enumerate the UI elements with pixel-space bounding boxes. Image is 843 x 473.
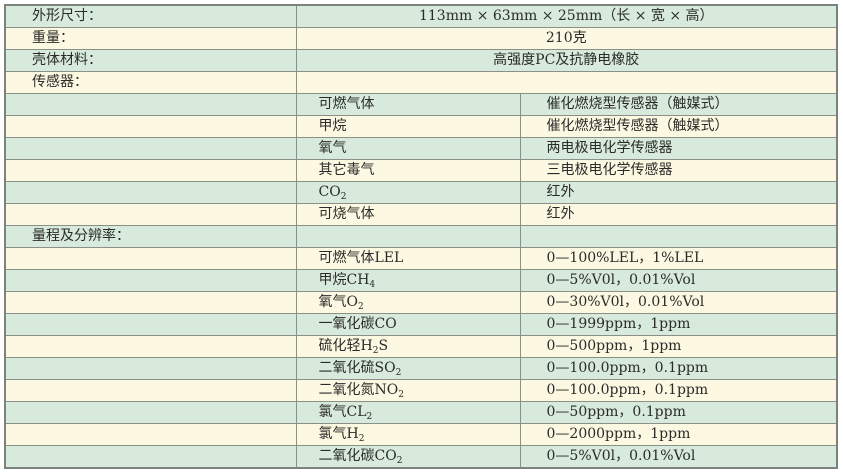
- gas-text: 硫化轻H: [318, 338, 373, 354]
- gas-text: 可燃气体: [318, 96, 375, 112]
- gas-name: 可燃气体: [295, 93, 521, 116]
- range-row: 可燃气体LEL 0—100%LEL，1%LEL: [4, 247, 838, 270]
- subscript: 2: [396, 456, 403, 466]
- type: 催化燃烧型传感器（触媒式）: [519, 115, 838, 138]
- gas-name: 氯气H2: [295, 423, 521, 446]
- label: 量程及分辨率：: [4, 225, 297, 248]
- gas-name: 其它毒气: [295, 159, 521, 182]
- sensor-row: 可燃气体 催化燃烧型传感器（触媒式）: [4, 93, 838, 116]
- gas-name: 二氧化碳CO2: [295, 445, 521, 469]
- gas-text: 可燃气体LEL: [318, 250, 404, 266]
- gas-text: 二氧化氮NO: [318, 382, 399, 398]
- row-sensors-header: 传感器：: [4, 71, 838, 94]
- gas-name: 二氧化氮NO2: [295, 379, 521, 402]
- row-dimensions: 外形尺寸： 113mm × 63mm × 25mm（长 × 宽 × 高）: [4, 4, 838, 28]
- gas-name: 甲烷CH4: [295, 269, 521, 292]
- type: 红外: [519, 181, 838, 204]
- row-range-header: 量程及分辨率：: [4, 225, 838, 248]
- type: 催化燃烧型传感器（触媒式）: [519, 93, 838, 116]
- range: 0—500ppm，1ppm: [519, 335, 838, 358]
- range-row: 硫化轻H2S 0—500ppm，1ppm: [4, 335, 838, 358]
- gas-name: 二氧化硫SO2: [295, 357, 521, 380]
- range: 0—2000ppm，1ppm: [519, 423, 838, 446]
- gas-text: CO: [318, 184, 341, 200]
- value: 113mm × 63mm × 25mm（长 × 宽 × 高）: [295, 4, 838, 28]
- sensor-row: 氧气 两电极电化学传感器: [4, 137, 838, 160]
- subscript: 2: [372, 346, 379, 356]
- gas-name: 硫化轻H2S: [295, 335, 521, 358]
- sensor-row: 其它毒气 三电极电化学传感器: [4, 159, 838, 182]
- subscript: 2: [340, 192, 347, 202]
- spec-table: 外形尺寸： 113mm × 63mm × 25mm（长 × 宽 × 高） 重量：…: [4, 4, 838, 469]
- gas-name: 氧气: [295, 137, 521, 160]
- label: 重量：: [4, 27, 297, 50]
- sensor-row: 甲烷 催化燃烧型传感器（触媒式）: [4, 115, 838, 138]
- range-row: 二氧化氮NO2 0—100.0ppm，0.1ppm: [4, 379, 838, 402]
- range: 0—1999ppm，1ppm: [519, 313, 838, 336]
- gas-text: 可烧气体: [318, 206, 375, 222]
- range: 0—100%LEL，1%LEL: [519, 247, 838, 270]
- gas-text: 二氧化碳CO: [318, 448, 397, 464]
- gas-tail: S: [378, 338, 389, 354]
- subscript: 2: [366, 412, 373, 422]
- range: 0—100.0ppm，0.1ppm: [519, 357, 838, 380]
- label: 壳体材料：: [4, 49, 297, 72]
- range: 0—5%V0l，0.01%Vol: [519, 445, 838, 469]
- gas-text: 一氧化碳CO: [318, 316, 397, 332]
- gas-name: 可烧气体: [295, 203, 521, 226]
- range: 0—100.0ppm，0.1ppm: [519, 379, 838, 402]
- range-row: 二氧化碳CO2 0—5%V0l，0.01%Vol: [4, 445, 838, 469]
- type: 三电极电化学传感器: [519, 159, 838, 182]
- subscript: 4: [369, 280, 376, 290]
- sensor-row: CO2 红外: [4, 181, 838, 204]
- subscript: 2: [357, 302, 364, 312]
- gas-name: CO2: [295, 181, 521, 204]
- label: 传感器：: [4, 71, 297, 94]
- value: 高强度PC及抗静电橡胶: [295, 49, 838, 72]
- gas-text: 氯气CL: [318, 404, 367, 420]
- range-row: 一氧化碳CO 0—1999ppm，1ppm: [4, 313, 838, 336]
- gas-name: 一氧化碳CO: [295, 313, 521, 336]
- type: 两电极电化学传感器: [519, 137, 838, 160]
- range-row: 甲烷CH4 0—5%V0l，0.01%Vol: [4, 269, 838, 292]
- range-row: 二氧化硫SO2 0—100.0ppm，0.1ppm: [4, 357, 838, 380]
- gas-text: 甲烷CH: [318, 272, 370, 288]
- range: 0—5%V0l，0.01%Vol: [519, 269, 838, 292]
- range-row: 氧气O2 0—30%V0l，0.01%Vol: [4, 291, 838, 314]
- gas-name: 氧气O2: [295, 291, 521, 314]
- row-housing: 壳体材料： 高强度PC及抗静电橡胶: [4, 49, 838, 72]
- row-weight: 重量： 210克: [4, 27, 838, 50]
- type: 红外: [519, 203, 838, 226]
- subscript: 2: [395, 368, 402, 378]
- gas-name: 氯气CL2: [295, 401, 521, 424]
- subscript: 2: [358, 434, 365, 444]
- sensor-row: 可烧气体 红外: [4, 203, 838, 226]
- gas-text: 氧气O: [318, 294, 358, 310]
- gas-text: 氧气: [318, 140, 347, 156]
- gas-text: 甲烷: [318, 118, 347, 134]
- gas-text: 氯气H: [318, 426, 359, 442]
- range-row: 氯气H2 0—2000ppm，1ppm: [4, 423, 838, 446]
- range: 0—30%V0l，0.01%Vol: [519, 291, 838, 314]
- subscript: 2: [398, 390, 404, 400]
- gas-text: 二氧化硫SO: [318, 360, 396, 376]
- label: 外形尺寸：: [4, 4, 297, 28]
- gas-name: 甲烷: [295, 115, 521, 138]
- gas-name: 可燃气体LEL: [295, 247, 521, 270]
- value: 210克: [295, 27, 838, 50]
- gas-text: 其它毒气: [318, 162, 375, 178]
- range: 0—50ppm，0.1ppm: [519, 401, 838, 424]
- range-row: 氯气CL2 0—50ppm，0.1ppm: [4, 401, 838, 424]
